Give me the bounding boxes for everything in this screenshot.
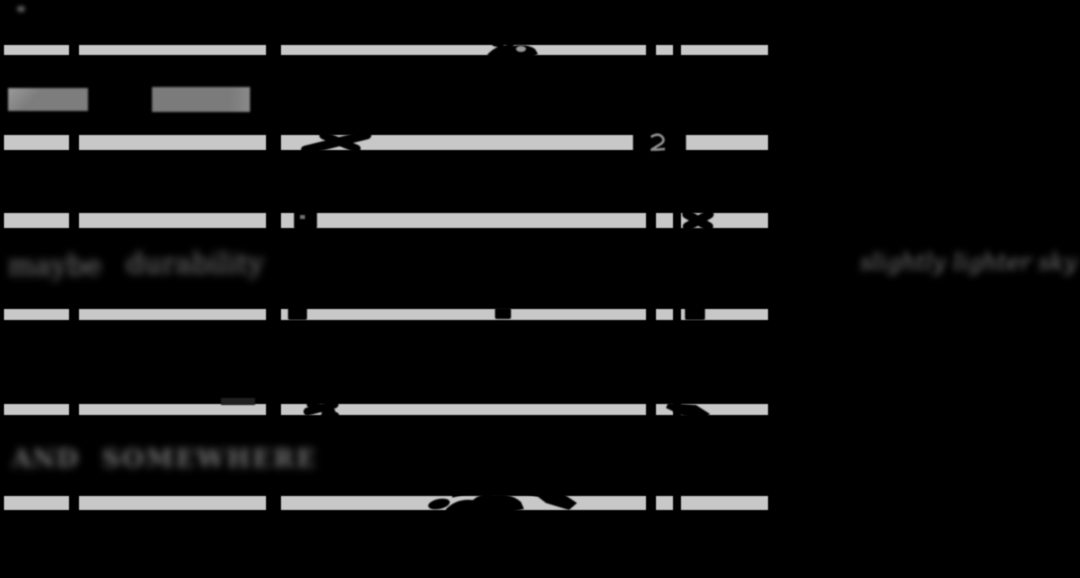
blurred-text-bottom-1: AND <box>12 444 79 473</box>
staff-band-5 <box>4 404 768 415</box>
staff-segment <box>4 404 69 415</box>
staff-segment <box>4 213 69 228</box>
staff-segment <box>79 404 266 415</box>
corner-speck <box>17 6 25 12</box>
staff-segment <box>79 45 266 55</box>
staff-band-6 <box>4 496 768 510</box>
staff-segment <box>681 45 768 55</box>
staff-segment <box>656 45 673 55</box>
staff-segment <box>681 309 768 320</box>
label-block-1 <box>8 88 88 111</box>
staff-segment <box>656 404 673 415</box>
staff-segment <box>656 496 673 510</box>
blurred-text-bottom-2: SOMEWHERE <box>102 444 318 473</box>
staff-segment <box>681 404 768 415</box>
staff-segment <box>656 309 673 320</box>
staff-segment <box>79 496 266 510</box>
staff-segment <box>4 45 69 55</box>
staff-segment <box>681 496 768 510</box>
staff-segment <box>656 213 673 228</box>
staff-segment <box>79 213 266 228</box>
staff-band-1 <box>4 45 768 55</box>
staff-segment <box>79 309 266 320</box>
label-block-2 <box>152 87 250 112</box>
staff-segment <box>681 213 768 228</box>
staff-band-3 <box>4 213 768 228</box>
staff-segment <box>281 404 646 415</box>
staff-segment <box>4 309 69 320</box>
blurred-text-mid-right-italic: slightly lighter sky <box>860 250 1078 276</box>
staff-band-4 <box>4 309 768 320</box>
staff-segment <box>281 496 646 510</box>
staff-band-2 <box>4 135 768 150</box>
staff-segment <box>281 309 646 320</box>
staff-segment <box>4 496 69 510</box>
staff-segment <box>656 135 673 150</box>
blurred-text-mid-left-1: maybe <box>8 249 102 282</box>
staff-segment <box>4 135 69 150</box>
staff-segment <box>281 135 646 150</box>
staff-segment <box>281 45 646 55</box>
staff-segment <box>281 213 646 228</box>
staff-segment <box>79 135 266 150</box>
staff-segment <box>681 135 768 150</box>
blurred-text-mid-left-2: durability <box>126 247 264 280</box>
